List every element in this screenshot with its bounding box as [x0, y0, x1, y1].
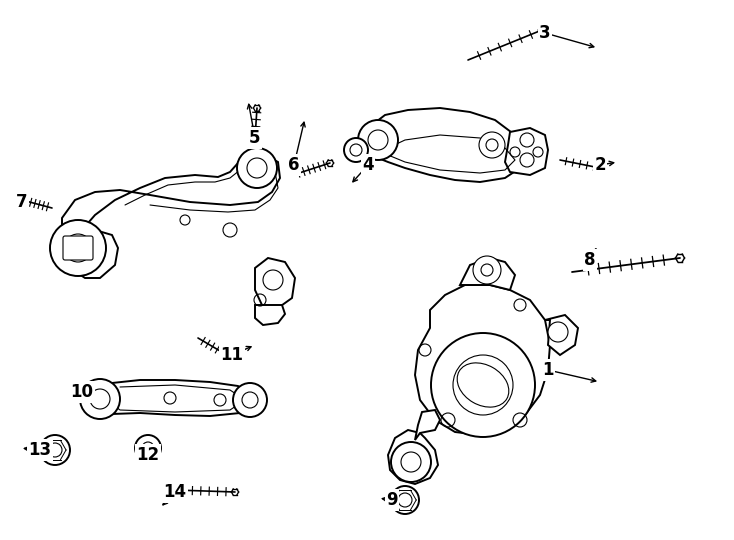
Circle shape: [233, 383, 267, 417]
Text: 14: 14: [164, 483, 186, 501]
Polygon shape: [505, 128, 548, 175]
Circle shape: [473, 256, 501, 284]
Polygon shape: [388, 430, 438, 484]
Circle shape: [368, 130, 388, 150]
Text: 4: 4: [362, 156, 374, 174]
Circle shape: [486, 139, 498, 151]
Ellipse shape: [457, 363, 509, 407]
Circle shape: [358, 120, 398, 160]
Circle shape: [237, 148, 277, 188]
Polygon shape: [255, 305, 285, 325]
Polygon shape: [460, 258, 515, 290]
Text: 7: 7: [16, 193, 28, 211]
Text: 8: 8: [584, 251, 596, 269]
Text: 12: 12: [137, 446, 159, 464]
Circle shape: [80, 379, 120, 419]
Polygon shape: [545, 315, 578, 355]
Circle shape: [242, 392, 258, 408]
Circle shape: [548, 322, 568, 342]
Circle shape: [350, 144, 362, 156]
Polygon shape: [97, 380, 250, 416]
Text: 5: 5: [250, 129, 261, 147]
Circle shape: [401, 452, 421, 472]
Circle shape: [479, 132, 505, 158]
Text: 13: 13: [29, 441, 51, 459]
Text: 3: 3: [539, 24, 550, 42]
Text: 1: 1: [542, 361, 553, 379]
Circle shape: [64, 234, 92, 262]
Circle shape: [453, 355, 513, 415]
Text: 9: 9: [386, 491, 398, 509]
Circle shape: [48, 443, 62, 457]
Circle shape: [50, 220, 106, 276]
Circle shape: [135, 435, 161, 461]
FancyBboxPatch shape: [63, 236, 93, 260]
Text: 11: 11: [220, 346, 244, 364]
Circle shape: [431, 333, 535, 437]
Polygon shape: [368, 108, 525, 182]
Polygon shape: [62, 155, 280, 278]
Circle shape: [391, 442, 431, 482]
Polygon shape: [255, 258, 295, 308]
Circle shape: [344, 138, 368, 162]
Circle shape: [481, 264, 493, 276]
Text: 10: 10: [70, 383, 93, 401]
Circle shape: [142, 442, 154, 454]
Circle shape: [391, 486, 419, 514]
Circle shape: [247, 158, 267, 178]
Circle shape: [40, 435, 70, 465]
Circle shape: [398, 493, 412, 507]
Text: 2: 2: [595, 156, 606, 174]
Polygon shape: [415, 285, 550, 435]
Polygon shape: [415, 410, 440, 440]
Text: 6: 6: [288, 156, 299, 174]
Circle shape: [90, 389, 110, 409]
